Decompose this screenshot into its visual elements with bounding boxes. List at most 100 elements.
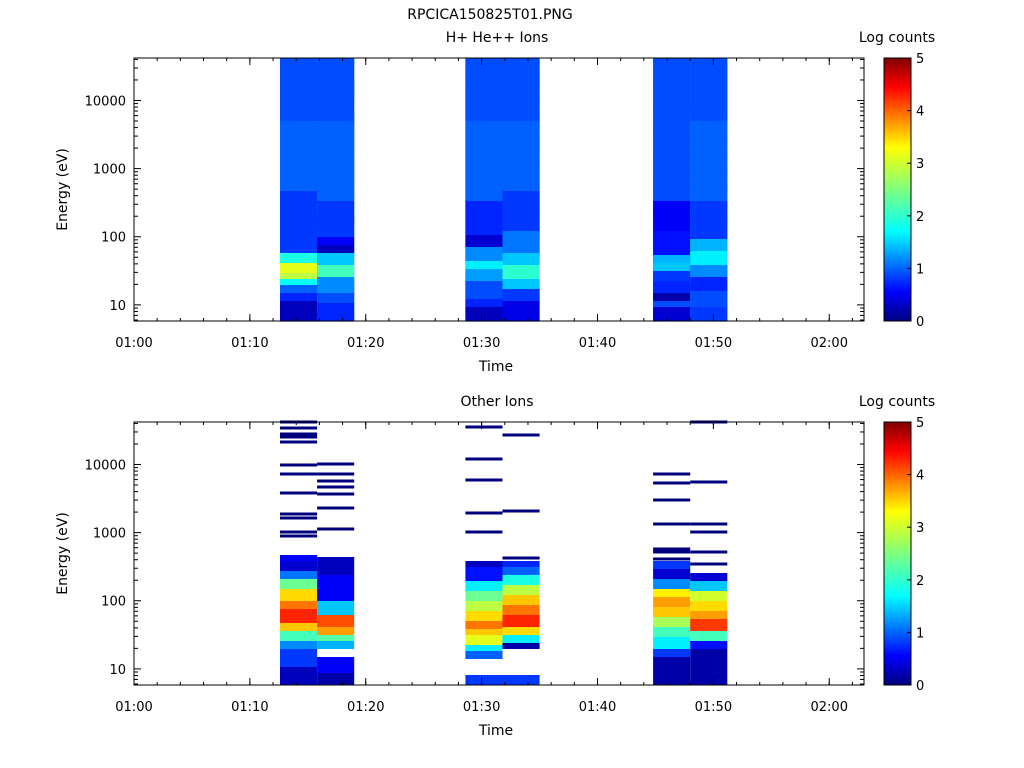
energy-bin xyxy=(653,281,691,293)
colorbar-tick-label: 4 xyxy=(916,469,924,484)
y-axis-label: Energy (eV) xyxy=(55,512,71,595)
energy-bin xyxy=(502,643,540,649)
spectrogram-column-2 xyxy=(317,58,355,322)
colorbar-tick-label: 2 xyxy=(916,210,924,225)
colorbar-tick-label: 1 xyxy=(916,626,924,641)
energy-bin xyxy=(317,615,355,627)
energy-bin xyxy=(317,253,355,265)
spectrogram-column-4 xyxy=(502,433,540,685)
energy-bin-line xyxy=(317,479,355,483)
energy-bin xyxy=(653,307,691,321)
spectrogram-column-4 xyxy=(502,58,540,322)
energy-bin-line xyxy=(653,547,691,551)
colorbar xyxy=(883,57,912,322)
y-tick-label: 10 xyxy=(109,299,126,314)
energy-bin xyxy=(690,307,728,321)
energy-bin-line xyxy=(653,550,691,554)
energy-bin-line xyxy=(280,440,318,444)
energy-bin-line xyxy=(280,472,318,476)
energy-bin xyxy=(317,201,355,237)
energy-bin xyxy=(690,601,728,611)
x-tick-label: 01:00 xyxy=(115,336,152,351)
energy-bin xyxy=(317,641,355,649)
energy-bin-line xyxy=(465,511,503,515)
energy-bin xyxy=(465,567,503,581)
energy-bin xyxy=(690,251,728,265)
x-tick-label: 01:10 xyxy=(231,336,268,351)
energy-bin xyxy=(317,673,355,685)
energy-bin xyxy=(465,621,503,629)
energy-bin xyxy=(653,231,691,255)
energy-bin xyxy=(502,279,540,289)
spectrogram-column-3 xyxy=(465,425,503,685)
energy-bin xyxy=(280,579,318,589)
energy-bin xyxy=(502,231,540,253)
x-tick-label: 01:40 xyxy=(579,336,616,351)
energy-bin xyxy=(317,303,355,321)
x-tick-label: 01:30 xyxy=(463,336,500,351)
energy-bin xyxy=(690,591,728,601)
energy-bin xyxy=(317,237,355,245)
energy-bin-line xyxy=(502,556,540,560)
energy-bin xyxy=(653,607,691,617)
y-tick-label: 10000 xyxy=(85,458,126,473)
energy-bin xyxy=(690,631,728,641)
energy-bin-line xyxy=(653,557,691,561)
energy-bin xyxy=(280,609,318,623)
energy-bin xyxy=(465,247,503,261)
energy-bin xyxy=(502,289,540,301)
energy-bin xyxy=(465,675,503,685)
spectrogram-column-1 xyxy=(280,420,318,685)
energy-bin-line xyxy=(280,530,318,534)
x-tick-label: 01:50 xyxy=(695,700,732,715)
x-tick-label: 01:30 xyxy=(463,700,500,715)
energy-bin xyxy=(653,58,691,121)
energy-bin xyxy=(502,635,540,643)
energy-bin xyxy=(465,58,503,121)
energy-bin xyxy=(280,555,318,561)
energy-bin-line xyxy=(690,562,728,566)
energy-bin-line xyxy=(317,492,355,496)
energy-bin xyxy=(465,307,503,321)
energy-bin xyxy=(465,281,503,299)
x-tick-label: 01:50 xyxy=(695,336,732,351)
energy-bin xyxy=(690,611,728,619)
energy-bin xyxy=(653,627,691,637)
energy-bin xyxy=(280,667,318,685)
energy-bin xyxy=(690,581,728,591)
colorbar xyxy=(883,421,912,686)
colorbar-label: Log counts xyxy=(859,394,935,410)
energy-bin-line xyxy=(280,512,318,516)
energy-bin xyxy=(502,675,540,685)
colorbar-tick-label: 5 xyxy=(916,416,924,431)
energy-bin xyxy=(653,579,691,589)
energy-bin xyxy=(653,201,691,231)
energy-bin-line xyxy=(465,478,503,482)
energy-bin-line xyxy=(465,457,503,461)
energy-bin xyxy=(690,291,728,307)
energy-bin-line xyxy=(690,550,728,554)
energy-bin xyxy=(465,201,503,235)
colorbar-label: Log counts xyxy=(859,30,935,46)
y-tick-label: 10 xyxy=(109,663,126,678)
energy-bin xyxy=(465,629,503,635)
energy-bin-line xyxy=(280,463,318,467)
x-tick-label: 02:00 xyxy=(811,336,848,351)
energy-bin-line xyxy=(653,522,691,526)
energy-bin xyxy=(280,623,318,631)
energy-bin xyxy=(280,293,318,301)
energy-bin xyxy=(317,657,355,673)
energy-bin xyxy=(502,627,540,635)
energy-bin xyxy=(502,567,540,575)
x-axis-label: Time xyxy=(478,359,513,375)
energy-bin-line xyxy=(317,506,355,510)
energy-bin xyxy=(317,293,355,303)
energy-bin xyxy=(690,573,728,581)
energy-bin xyxy=(653,589,691,597)
energy-bin xyxy=(465,121,503,201)
energy-bin xyxy=(653,569,691,579)
energy-bin xyxy=(653,637,691,649)
